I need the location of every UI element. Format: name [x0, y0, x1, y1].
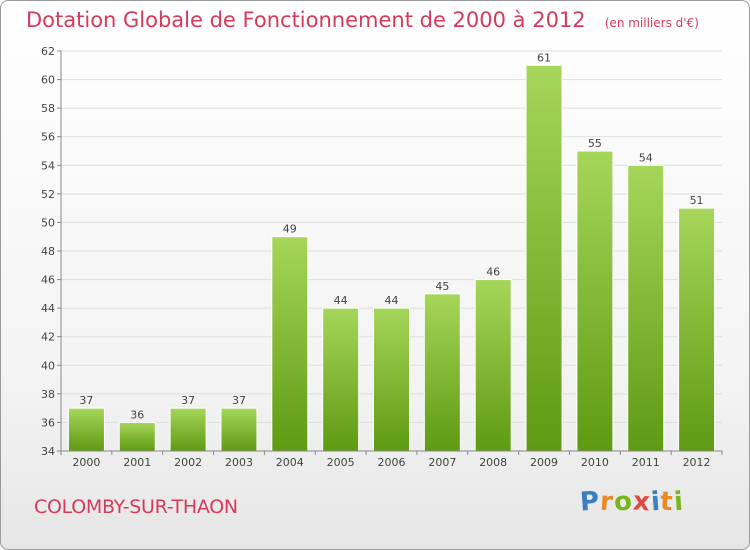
- y-tick-label: 62: [41, 45, 55, 58]
- x-tick-label: 2009: [530, 456, 558, 469]
- bar-2008: [474, 279, 512, 452]
- data-label: 51: [690, 194, 704, 207]
- bar-2011: [627, 164, 665, 452]
- y-tick-label: 46: [41, 274, 55, 287]
- x-tick-label: 2002: [174, 456, 202, 469]
- bar-2010: [576, 150, 614, 452]
- bar-2004: [271, 236, 309, 452]
- data-label: 49: [283, 223, 297, 236]
- commune-name: COLOMBY-SUR-THAON: [34, 496, 238, 518]
- axes: [57, 50, 723, 455]
- chart-title: Dotation Globale de Fonctionnement de 20…: [26, 8, 586, 32]
- x-tick-label: 2001: [123, 456, 151, 469]
- bars: [67, 64, 716, 452]
- x-tick-label: 2010: [581, 456, 609, 469]
- y-tick-label: 58: [41, 102, 55, 115]
- x-tick-label: 2006: [378, 456, 406, 469]
- y-tick-label: 34: [41, 445, 55, 458]
- logo-letter: P: [578, 486, 602, 518]
- x-tick-label: 2008: [479, 456, 507, 469]
- logo-letter: i: [672, 486, 685, 518]
- y-tick-label: 38: [41, 388, 55, 401]
- y-tick-label: 60: [41, 74, 55, 87]
- x-tick-label: 2000: [72, 456, 100, 469]
- y-tick-label: 44: [41, 302, 55, 315]
- labels: 34 36 38 40 42 44 46 48 50 52 54 56 58 60 62 37 2000 36 20…: [41, 45, 711, 469]
- x-tick-label: 2003: [225, 456, 253, 469]
- bar-2012: [678, 207, 716, 452]
- data-label: 44: [385, 294, 399, 307]
- bar-2009: [525, 64, 563, 452]
- data-label: 44: [334, 294, 348, 307]
- title-row: Dotation Globale de Fonctionnement de 20…: [26, 8, 699, 32]
- x-tick-label: 2007: [428, 456, 456, 469]
- y-tick-label: 56: [41, 131, 55, 144]
- data-label: 37: [181, 394, 195, 407]
- bar-2002: [169, 407, 207, 452]
- logo-letter: x: [631, 486, 652, 518]
- data-label: 55: [588, 137, 602, 150]
- bar-2007: [423, 293, 461, 452]
- data-label: 37: [79, 394, 93, 407]
- y-tick-label: 50: [41, 216, 55, 229]
- x-tick-label: 2005: [327, 456, 355, 469]
- x-tick-label: 2011: [632, 456, 660, 469]
- data-label: 36: [130, 408, 144, 421]
- data-label: 54: [639, 151, 653, 164]
- logo-letter: o: [612, 486, 634, 518]
- data-label: 61: [537, 51, 551, 64]
- y-tick-label: 54: [41, 159, 55, 172]
- bar-2001: [118, 421, 156, 452]
- data-label: 37: [232, 394, 246, 407]
- bar-2000: [67, 407, 105, 452]
- bar-2006: [373, 307, 410, 452]
- bar-2005: [322, 307, 360, 452]
- bar-2003: [220, 407, 258, 452]
- y-tick-label: 42: [41, 331, 55, 344]
- chart-subtitle: (en milliers d'€): [604, 16, 699, 30]
- proxiti-logo[interactable]: Proxiti: [578, 486, 685, 518]
- y-tick-label: 36: [41, 416, 55, 429]
- x-tick-label: 2004: [276, 456, 304, 469]
- x-tick-label: 2012: [683, 456, 711, 469]
- data-label: 46: [486, 266, 500, 279]
- y-tick-label: 48: [41, 245, 55, 258]
- data-label: 45: [435, 280, 449, 293]
- y-tick-label: 52: [41, 188, 55, 201]
- y-tick-label: 40: [41, 359, 55, 372]
